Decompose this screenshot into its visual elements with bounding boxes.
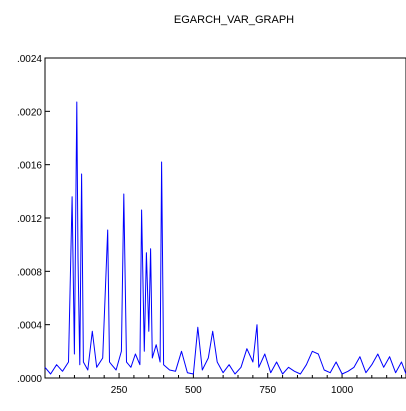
plot-frame bbox=[44, 57, 406, 379]
y-tick-label: .0020 bbox=[17, 107, 42, 118]
chart-title: EGARCH_VAR_GRAPH bbox=[174, 14, 294, 26]
x-tick-label: 250 bbox=[111, 385, 128, 396]
y-axis: .0000 .0004 .0008 .0012 .0016 .0020 .0024 bbox=[17, 54, 50, 385]
x-tick-label: 500 bbox=[185, 385, 202, 396]
y-tick-label: .0008 bbox=[17, 267, 42, 278]
series-line bbox=[44, 101, 406, 375]
x-axis: 250 500 750 1000 bbox=[59, 373, 403, 396]
y-tick-label: .0024 bbox=[17, 54, 42, 65]
y-tick-label: .0000 bbox=[17, 374, 42, 385]
y-tick-label: .0004 bbox=[17, 321, 42, 332]
x-tick-label: 1000 bbox=[331, 385, 354, 396]
y-tick-label: .0016 bbox=[17, 161, 42, 172]
x-tick-label: 750 bbox=[259, 385, 276, 396]
series-layer bbox=[44, 101, 406, 375]
y-tick-label: .0012 bbox=[17, 214, 42, 225]
